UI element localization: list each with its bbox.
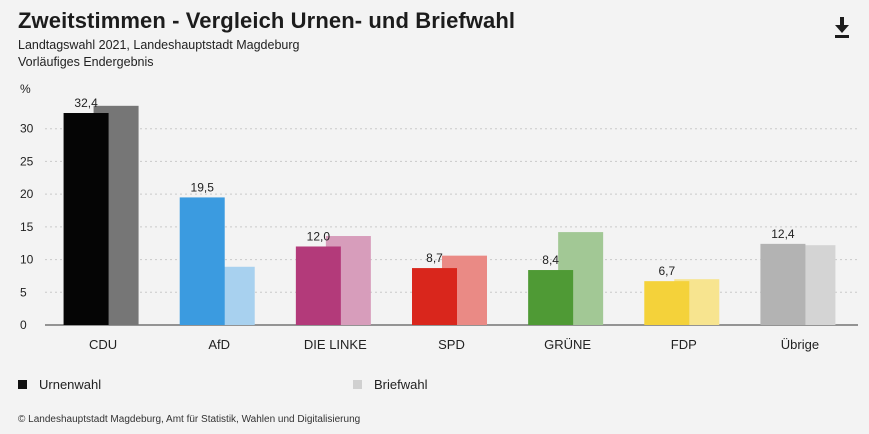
x-tick-label: SPD xyxy=(438,337,465,352)
y-axis-label: % xyxy=(20,82,31,96)
data-label: 8,4 xyxy=(542,253,559,267)
x-tick-label: AfD xyxy=(208,337,230,352)
data-label: 12,4 xyxy=(771,227,795,241)
bar-urnenwahl-die-linke xyxy=(295,246,341,325)
bar-urnenwahl-afd xyxy=(179,197,225,325)
bar-urnenwahl-spd xyxy=(412,268,457,325)
legend-swatch-briefwahl xyxy=(353,380,362,389)
bar-chart: % 0 5 10 15 20 25 30 32,4 CDU 19,5 AfD 12,0 DIE LINKE… xyxy=(20,82,858,352)
data-label: 6,7 xyxy=(658,264,675,278)
download-glyph xyxy=(835,17,849,38)
y-tick-label: 15 xyxy=(20,220,34,234)
chart-subtitle: Landtagswahl 2021, Landeshauptstadt Magd… xyxy=(18,38,300,52)
source-credit: © Landeshauptstadt Magdeburg, Amt für St… xyxy=(18,414,361,425)
legend-item-briefwahl[interactable]: Briefwahl xyxy=(353,377,427,392)
legend-label-urnenwahl: Urnenwahl xyxy=(39,377,102,392)
data-label: 19,5 xyxy=(191,180,215,194)
bar-urnenwahl-grüne xyxy=(528,270,574,325)
bar-urnenwahl-cdu xyxy=(63,113,109,325)
y-tick-label: 10 xyxy=(20,253,34,267)
x-tick-label: DIE LINKE xyxy=(304,337,367,352)
legend-swatch-urnenwahl xyxy=(18,380,27,389)
x-tick-label: FDP xyxy=(671,337,697,352)
y-tick-label: 0 xyxy=(20,318,27,332)
chart-title: Zweitstimmen - Vergleich Urnen- und Brie… xyxy=(18,8,516,33)
legend-label-briefwahl: Briefwahl xyxy=(374,377,428,392)
data-label: 32,4 xyxy=(74,96,98,110)
x-tick-label: Übrige xyxy=(781,337,819,352)
legend-item-urnenwahl[interactable]: Urnenwahl xyxy=(18,377,101,392)
y-tick-label: 30 xyxy=(20,122,34,136)
bar-urnenwahl-fdp xyxy=(644,281,690,325)
y-tick-label: 5 xyxy=(20,285,27,299)
download-icon[interactable] xyxy=(833,16,851,40)
data-label: 8,7 xyxy=(426,251,443,265)
chart-subtitle-status: Vorläufiges Endergebnis xyxy=(18,55,154,69)
bar-urnenwahl-übrige xyxy=(760,243,806,325)
x-tick-label: GRÜNE xyxy=(544,337,591,352)
y-tick-label: 25 xyxy=(20,154,34,168)
y-tick-label: 20 xyxy=(20,187,34,201)
x-tick-label: CDU xyxy=(89,337,117,352)
data-label: 12,0 xyxy=(307,229,331,243)
